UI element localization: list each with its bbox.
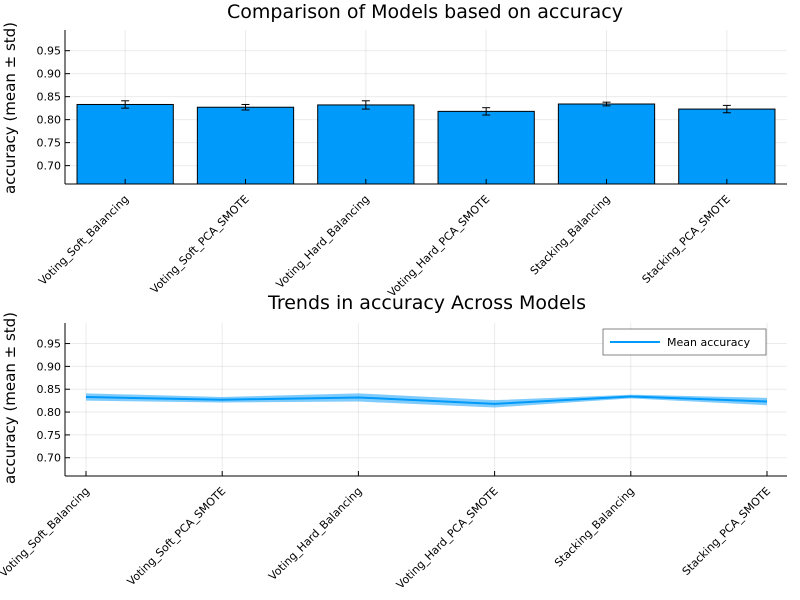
x-tick-label: Stacking_Balancing — [552, 485, 637, 570]
y-tick-label: 0.80 — [37, 406, 62, 419]
legend: Mean accuracy — [602, 328, 767, 356]
y-tick-label: 0.95 — [37, 338, 62, 351]
y-tick-label: 0.75 — [37, 429, 62, 442]
x-tick-label: Voting_Soft_PCA_SMOTE — [125, 485, 229, 589]
bar-chart-ylabel: accuracy (mean ± std) — [1, 22, 19, 194]
bar — [76, 103, 174, 185]
x-tick-label: Stacking_PCA_SMOTE — [680, 485, 773, 578]
x-tick-label: Voting_Soft_Balancing — [36, 193, 131, 288]
y-tick-label: 0.75 — [37, 137, 62, 150]
bar — [196, 106, 295, 185]
bar-chart-panel: Comparison of Models based on accuracy a… — [1, 1, 787, 299]
bar — [317, 104, 415, 185]
x-tick-label: Voting_Hard_Balancing — [266, 485, 364, 583]
bar — [678, 108, 776, 185]
x-tick-label: Stacking_Balancing — [528, 193, 613, 278]
y-tick-label: 0.70 — [37, 452, 62, 465]
mean-line — [85, 395, 768, 405]
y-tick-label: 0.70 — [37, 160, 62, 173]
x-tick-label: Voting_Hard_Balancing — [274, 193, 372, 291]
y-tick-label: 0.85 — [37, 383, 62, 396]
x-tick-label: Voting_Soft_Balancing — [0, 485, 92, 580]
y-tick-label: 0.90 — [37, 360, 62, 373]
y-tick-label: 0.85 — [37, 91, 62, 104]
y-tick-label: 0.90 — [37, 68, 62, 81]
y-tick-label: 0.80 — [37, 114, 62, 127]
bar — [557, 103, 656, 185]
bar — [437, 110, 535, 185]
x-tick-label: Stacking_PCA_SMOTE — [640, 193, 733, 286]
bar-chart-title: Comparison of Models based on accuracy — [227, 1, 623, 23]
y-tick-label: 0.95 — [37, 45, 62, 58]
line-chart-ylabel: accuracy (mean ± std) — [1, 312, 19, 484]
x-tick-label: Voting_Soft_PCA_SMOTE — [148, 193, 252, 297]
line-chart-panel: Trends in accuracy Across Models accurac… — [0, 292, 787, 591]
x-tick-label: Voting_Hard_PCA_SMOTE — [385, 193, 492, 300]
legend-label: Mean accuracy — [667, 336, 751, 349]
line-chart-title: Trends in accuracy Across Models — [267, 292, 586, 314]
x-tick-label: Voting_Hard_PCA_SMOTE — [394, 485, 501, 592]
